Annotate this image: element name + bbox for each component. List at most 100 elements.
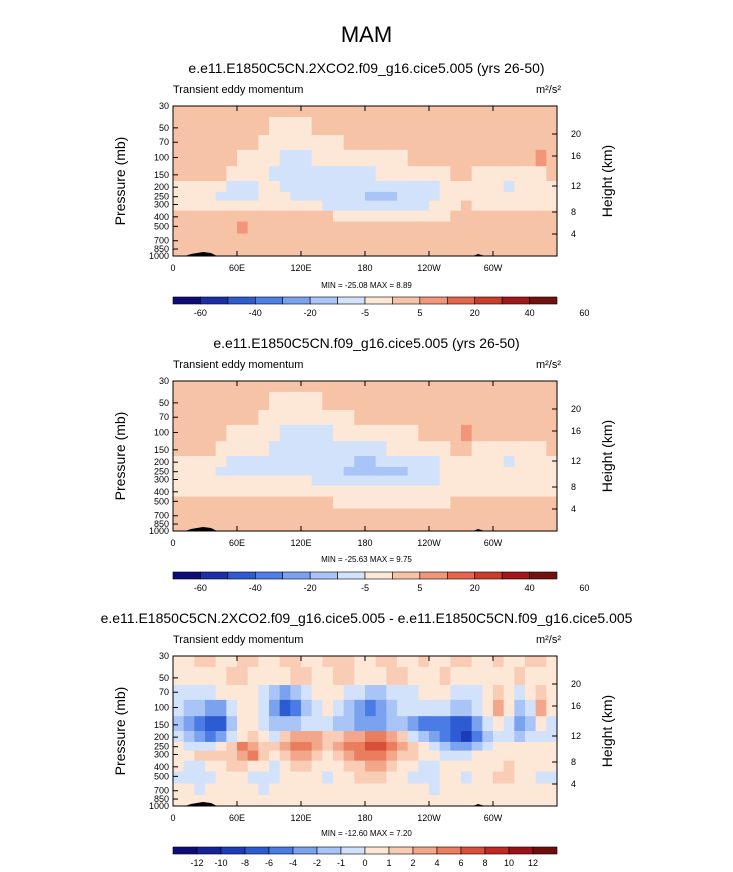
- panel2-cell: [386, 508, 398, 521]
- panel2-title: e.e11.E1850C5CN.f09_g16.cice5.005 (yrs 2…: [213, 335, 520, 351]
- panel1-cell: [375, 116, 387, 136]
- panel1-cell: [514, 244, 526, 254]
- panel3-cell: [279, 731, 291, 743]
- panel2-colorbar-box: [227, 571, 256, 580]
- panel3-cell: [429, 685, 441, 701]
- panel1-cell: [311, 252, 323, 257]
- panel3-cell: [503, 656, 515, 668]
- panel2-cell: [525, 381, 537, 393]
- panel1-cell: [311, 191, 323, 202]
- panel3-cell: [503, 802, 515, 807]
- panel1-cell: [429, 181, 441, 193]
- panel3-cell: [333, 716, 345, 732]
- panel1-cell: [333, 200, 345, 212]
- panel2-y2tick-label: 20: [571, 404, 581, 414]
- panel1-ytick-label: 100: [154, 153, 169, 163]
- panel2-cell: [429, 527, 441, 532]
- panel3-cell: [279, 750, 291, 762]
- panel3-cell: [418, 731, 430, 743]
- panel2-cell: [226, 485, 238, 498]
- panel3-cell: [354, 750, 366, 762]
- panel2-cell: [535, 410, 547, 426]
- panel3-cell: [482, 716, 494, 732]
- panel2-cell: [493, 485, 505, 498]
- panel3-cell: [290, 783, 302, 796]
- panel1-cell: [215, 221, 227, 235]
- panel3-cell: [439, 699, 451, 717]
- panel3-cell: [311, 802, 323, 807]
- panel2-cell: [258, 475, 270, 487]
- panel1-cell: [546, 166, 558, 182]
- panel2-cell: [429, 441, 441, 457]
- panel3-cell: [237, 699, 249, 717]
- panel2-cell: [546, 485, 558, 498]
- panel1-cell: [514, 210, 526, 223]
- panel1-topography: [185, 252, 217, 256]
- panel1-cell: [322, 166, 334, 182]
- panel3-cell: [269, 699, 281, 717]
- panel2-cell: [503, 410, 515, 426]
- panel1-cell: [205, 116, 217, 136]
- panel3-cell: [258, 750, 270, 762]
- panel3-cell: [301, 731, 313, 743]
- panel1-cell: [525, 233, 537, 246]
- panel1-cell: [354, 244, 366, 254]
- panel1-cell: [258, 181, 270, 193]
- panel3-cell: [226, 685, 238, 701]
- panel3-colorbar-box: [460, 846, 486, 855]
- panel3-cell: [194, 771, 206, 785]
- panel2-cell: [311, 456, 323, 468]
- panel1-cell: [439, 244, 451, 254]
- panel1-cell: [365, 244, 377, 254]
- panel2-cell: [194, 441, 206, 457]
- panel3-cell: [471, 699, 483, 717]
- panel1-cell: [247, 116, 259, 136]
- panel1-cell: [215, 191, 227, 202]
- panel2-y2tick-label: 8: [571, 482, 576, 492]
- panel3-cell: [429, 716, 441, 732]
- panel1-cell: [343, 181, 355, 193]
- panel2-cell: [375, 441, 387, 457]
- panel2-cell: [450, 424, 462, 442]
- panel3-cell: [375, 760, 387, 773]
- panel1-cell: [375, 106, 387, 118]
- panel3-cell: [493, 783, 505, 796]
- panel2-cell: [183, 496, 195, 510]
- panel3-cell: [183, 802, 195, 807]
- panel1-cell: [482, 252, 494, 257]
- panel1-cell: [354, 106, 366, 118]
- panel1-cell: [183, 244, 195, 254]
- panel3-cell: [173, 771, 185, 785]
- panel1-cell: [471, 210, 483, 223]
- panel2-cell: [397, 496, 409, 510]
- panel1-cell: [215, 210, 227, 223]
- panel3-cell: [375, 741, 387, 752]
- panel3-cell: [546, 771, 558, 785]
- panel1-cell: [365, 181, 377, 193]
- panel1-cell: [407, 210, 419, 223]
- panel2-cell: [311, 410, 323, 426]
- panel1-cell: [226, 233, 238, 246]
- panel2-xtick-label: 60W: [484, 538, 503, 548]
- panel3-cell: [269, 716, 281, 732]
- panel1-cell: [173, 233, 185, 246]
- panel3-cell: [247, 716, 259, 732]
- panel1-cell: [205, 210, 217, 223]
- panel1-cell: [482, 149, 494, 167]
- panel3-cell: [397, 731, 409, 743]
- panel1-cell: [450, 252, 462, 257]
- panel2-cell: [322, 496, 334, 510]
- panel3-cell: [365, 741, 377, 752]
- panel3-cell: [461, 783, 473, 796]
- panel1-cell: [215, 200, 227, 212]
- panel3-ytick-label: 200: [154, 732, 169, 742]
- panel2-y2tick-label: 16: [571, 426, 581, 436]
- panel3-cell: [247, 783, 259, 796]
- panel1-cell: [269, 200, 281, 212]
- panel1-cell: [407, 233, 419, 246]
- panel1-field: [173, 106, 558, 257]
- panel2-cell: [365, 485, 377, 498]
- panel1-cell: [247, 149, 259, 167]
- panel1-cell: [514, 221, 526, 235]
- panel3-cell: [269, 760, 281, 773]
